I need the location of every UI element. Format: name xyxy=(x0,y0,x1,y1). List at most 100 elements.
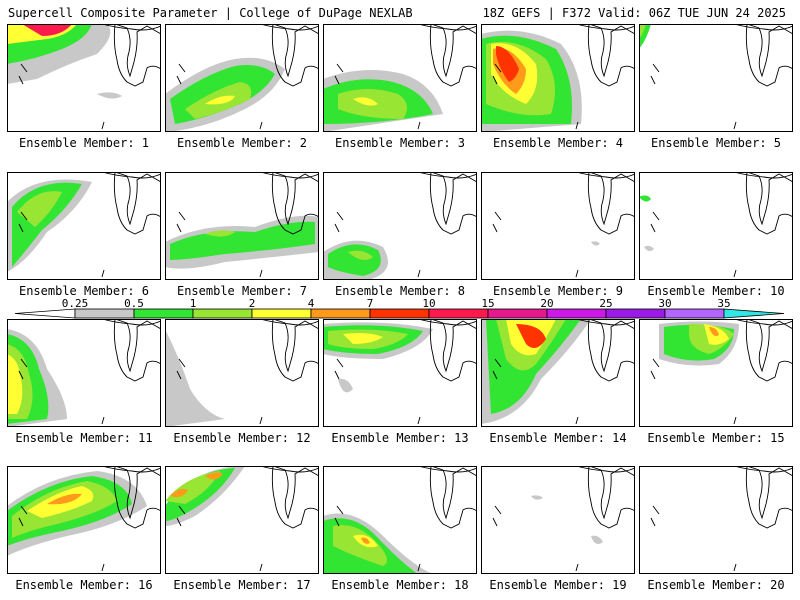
legend-tick-label: 25 xyxy=(599,297,613,310)
great-lakes-outline xyxy=(575,466,635,473)
legend-swatch xyxy=(605,308,666,319)
member-label: Ensemble Member: 10 xyxy=(647,284,785,298)
map-panel xyxy=(165,466,319,574)
coastline-mark xyxy=(334,505,421,572)
legend-left-arrow xyxy=(14,308,76,319)
great-lakes-outline xyxy=(575,319,635,326)
panel-border xyxy=(481,319,635,427)
legend-tick-label: 30 xyxy=(658,297,672,310)
coastline-mark xyxy=(492,63,579,130)
scp-contour xyxy=(348,250,373,261)
legend-tick-label: 35 xyxy=(717,297,731,310)
scp-contour xyxy=(7,354,23,414)
legend-swatch xyxy=(133,308,194,319)
member-label: Ensemble Member: 2 xyxy=(176,136,308,150)
great-lakes-outline xyxy=(733,24,793,31)
panel-border xyxy=(323,172,477,280)
panel-border xyxy=(7,319,161,427)
coastline-mark xyxy=(18,63,105,130)
great-lakes-outline xyxy=(587,466,635,529)
coastline-mark xyxy=(650,505,737,572)
coastline-mark xyxy=(650,63,737,130)
panel-border xyxy=(7,24,161,132)
great-lakes-outline xyxy=(429,24,477,87)
great-lakes-outline xyxy=(271,172,319,235)
panel-background xyxy=(481,172,635,280)
scp-contour xyxy=(591,241,600,246)
legend-tick-label: 0.25 xyxy=(61,297,89,310)
legend-swatch xyxy=(664,308,725,319)
map-panel xyxy=(323,466,477,574)
legend-tick-label: 2 xyxy=(248,297,256,310)
scp-contour xyxy=(47,493,82,505)
great-lakes-outline xyxy=(587,24,635,87)
legend-tick-label: 20 xyxy=(540,297,554,310)
panel-border xyxy=(481,172,635,280)
scp-contour xyxy=(516,324,546,348)
coastline-mark xyxy=(492,505,579,572)
coastline-mark xyxy=(176,63,263,130)
panel-border xyxy=(323,319,477,427)
map-panel xyxy=(323,319,477,427)
coastline-mark xyxy=(18,358,105,425)
panel-border xyxy=(639,319,793,427)
member-label: Ensemble Member: 20 xyxy=(647,578,785,592)
panel-background xyxy=(639,24,793,132)
member-label: Ensemble Member: 3 xyxy=(334,136,466,150)
member-label: Ensemble Member: 4 xyxy=(492,136,624,150)
great-lakes-outline xyxy=(101,466,161,473)
great-lakes-outline xyxy=(113,466,161,529)
panel-border xyxy=(165,319,319,427)
legend-swatch xyxy=(74,308,135,319)
legend-tick-label: 10 xyxy=(422,297,436,310)
legend-swatch xyxy=(546,308,607,319)
coastline-mark xyxy=(334,358,421,425)
panel-border xyxy=(165,172,319,280)
great-lakes-outline xyxy=(271,319,319,382)
great-lakes-outline xyxy=(745,319,793,382)
scp-contour xyxy=(644,245,654,252)
scp-contour xyxy=(531,495,543,500)
scp-contour xyxy=(205,230,235,237)
coastline-mark xyxy=(334,63,421,130)
member-label: Ensemble Member: 8 xyxy=(334,284,466,298)
great-lakes-outline xyxy=(429,466,477,529)
great-lakes-outline xyxy=(745,172,793,235)
coastline-mark xyxy=(650,358,737,425)
map-panel xyxy=(639,24,793,132)
map-panel xyxy=(7,24,161,132)
panel-background xyxy=(481,466,635,574)
great-lakes-outline xyxy=(745,466,793,529)
panel-border xyxy=(7,466,161,574)
coastline-mark xyxy=(176,505,263,572)
member-label: Ensemble Member: 11 xyxy=(15,431,153,445)
coastline-mark xyxy=(492,358,579,425)
member-label: Ensemble Member: 19 xyxy=(489,578,627,592)
scp-contour xyxy=(639,24,646,39)
member-label: Ensemble Member: 1 xyxy=(18,136,150,150)
member-label: Ensemble Member: 5 xyxy=(650,136,782,150)
map-panel xyxy=(481,172,635,280)
legend-tick-label: 15 xyxy=(481,297,495,310)
panel-border xyxy=(323,466,477,574)
coastline-mark xyxy=(18,505,105,572)
great-lakes-outline xyxy=(101,24,161,31)
coastline-mark xyxy=(176,211,263,278)
great-lakes-outline xyxy=(733,172,793,179)
member-label: Ensemble Member: 6 xyxy=(18,284,150,298)
scp-contour xyxy=(205,95,235,105)
great-lakes-outline xyxy=(587,319,635,382)
member-label: Ensemble Member: 18 xyxy=(331,578,469,592)
map-panel xyxy=(7,466,161,574)
map-panel xyxy=(7,319,161,427)
scp-contour xyxy=(205,472,223,480)
scp-contour xyxy=(709,327,719,336)
scp-contour xyxy=(165,329,225,427)
scp-contour xyxy=(17,191,62,227)
great-lakes-outline xyxy=(259,466,319,473)
great-lakes-outline xyxy=(259,319,319,326)
scp-contour xyxy=(22,24,72,36)
legend-swatch xyxy=(251,308,312,319)
color-scale-legend xyxy=(14,308,785,319)
